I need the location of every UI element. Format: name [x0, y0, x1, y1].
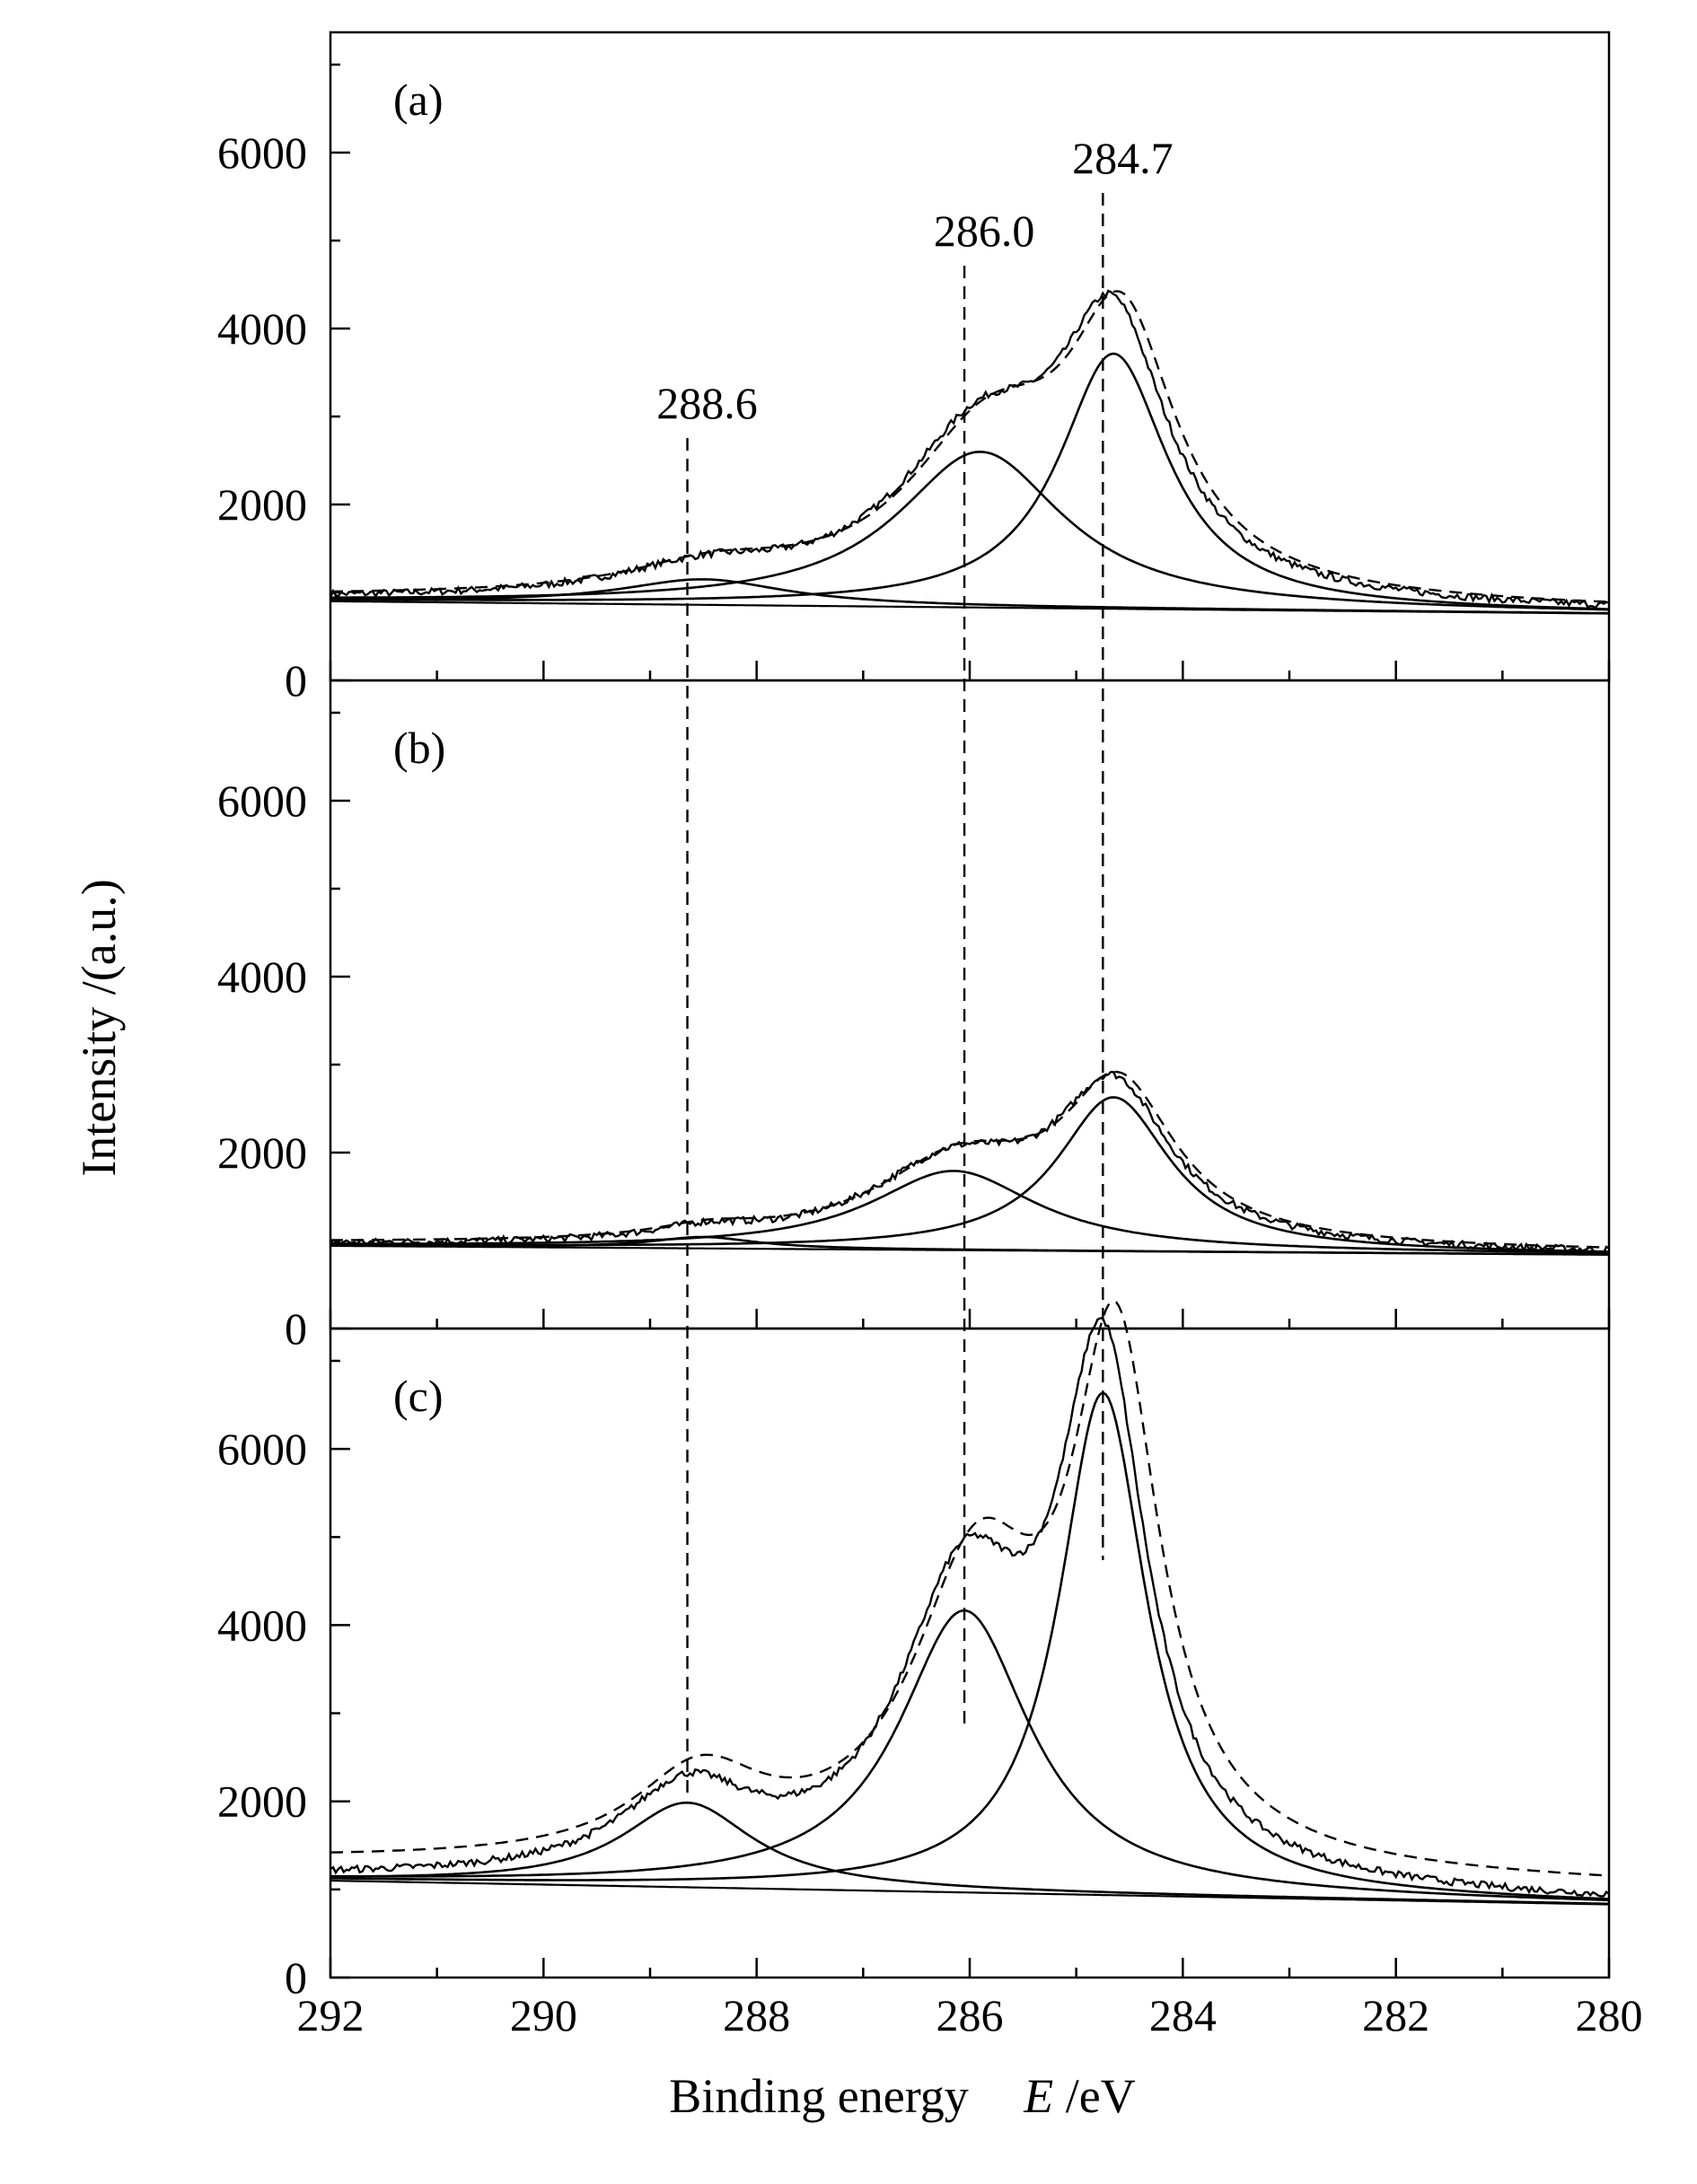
- panel-b-label: (b): [393, 723, 445, 773]
- x-tick-label: 290: [510, 1990, 577, 2040]
- curves: [329, 289, 1610, 1906]
- panel-b-y-tick-label: 0: [285, 1303, 307, 1354]
- panel-b-component-2: [330, 1170, 1609, 1254]
- panel-a-y-tick-label: 4000: [217, 303, 307, 354]
- x-tick-label: 288: [723, 1990, 790, 2040]
- x-tick-label: 282: [1362, 1990, 1429, 2040]
- panel-c-y-tick-label: 4000: [217, 1600, 307, 1650]
- x-axis-title-unit: /eV: [1066, 2069, 1136, 2123]
- panel-c-y-tick-label: 6000: [217, 1424, 307, 1474]
- reference-label-284.7: 284.7: [1072, 133, 1174, 183]
- x-tick-label: 284: [1149, 1990, 1217, 2040]
- panel-a-y-tick-label: 0: [285, 655, 307, 706]
- panel-a-fit-envelope: [330, 290, 1610, 603]
- x-axis-title: Binding energy E /eV: [669, 2069, 1135, 2123]
- y-axis-title: Intensity /(a.u.): [72, 879, 126, 1176]
- panel-b-y-tick-label: 6000: [217, 776, 307, 826]
- panel-a-label: (a): [393, 75, 444, 125]
- x-tick-label: 286: [936, 1990, 1004, 2040]
- panel-c-label: (c): [393, 1371, 444, 1421]
- panel-c-component-2: [330, 1609, 1610, 1902]
- panel-c-y-tick-label: 2000: [217, 1776, 307, 1827]
- panel-c-y-tick-label: 0: [285, 1952, 307, 2003]
- reference-label-286.0: 286.0: [934, 206, 1035, 256]
- panel-a-component-2: [330, 450, 1609, 611]
- panel-c-fit-envelope: [330, 1299, 1610, 1877]
- panel-c-component-3: [330, 1391, 1610, 1900]
- reference-lines: [686, 193, 1104, 1795]
- x-tick-label: 280: [1576, 1990, 1643, 2040]
- panel-b-y-tick-label: 4000: [217, 952, 307, 1002]
- x-axis-title-symbol: E: [1023, 2069, 1053, 2123]
- panel-a-component-3: [330, 352, 1610, 610]
- panel-c-raw-data: [330, 1316, 1610, 1898]
- reference-label-288.6: 288.6: [656, 378, 758, 428]
- x-axis-title-text: Binding energy: [669, 2069, 968, 2123]
- panel-frames: [329, 31, 1611, 1979]
- panel-b-y-tick-label: 2000: [217, 1127, 307, 1178]
- panel-b-frame: [329, 679, 1611, 1330]
- panel-a-y-tick-label: 2000: [217, 479, 307, 530]
- panel-a-raw-data: [329, 289, 1610, 610]
- ticks: [329, 63, 1611, 1979]
- panel-b-component-3: [330, 1096, 1610, 1253]
- panel-b-raw-data: [329, 1070, 1610, 1255]
- panel-c-component-1: [330, 1801, 1609, 1906]
- panel-a-y-tick-label: 6000: [217, 127, 307, 178]
- labels: 0 2000 4000 6000 (a) 0 2000 4000 6000 (b) 0 2000 400…: [217, 75, 1643, 2040]
- x-tick-label: 292: [297, 1990, 365, 2040]
